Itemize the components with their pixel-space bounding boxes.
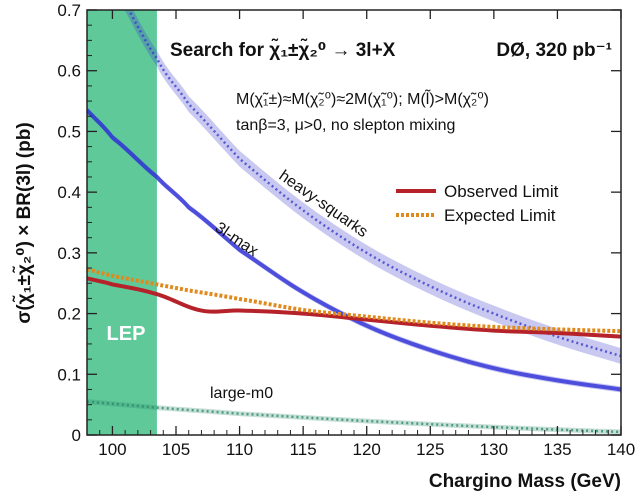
curve-label-large-m0: large-m0 [210, 385, 273, 402]
y-tick-label: 0.7 [57, 1, 81, 20]
x-tick-label: 120 [353, 440, 381, 459]
legend-label-expected: Expected Limit [444, 206, 556, 225]
x-tick-label: 110 [226, 440, 253, 459]
x-axis: 100 105 110 115 120 125 130 135 140 [86, 10, 635, 459]
theory-band-2 [87, 399, 621, 435]
y-tick-label: 0.1 [57, 365, 81, 384]
x-tick-label: 135 [543, 440, 571, 459]
y-tick-label: 0 [72, 426, 81, 445]
parameter-text: tanβ=3, μ>0, no slepton mixing [236, 117, 455, 134]
lep-excluded-region [87, 10, 157, 435]
series-line-1 [87, 267, 621, 334]
experiment-label: DØ, 320 pb⁻¹ [496, 40, 612, 61]
x-tick-label: 100 [98, 440, 126, 459]
y-tick-label: 0.2 [57, 305, 81, 324]
x-tick-label: 125 [416, 440, 444, 459]
x-axis-label: Chargino Mass (GeV) [429, 471, 621, 492]
lep-label: LEP [107, 323, 146, 345]
y-axis-label: σ(χ̃₁±χ̃₂⁰) × BR(3l) (pb) [12, 122, 35, 323]
y-tick-label: 0.4 [57, 183, 81, 202]
y-tick-label: 0.3 [57, 244, 81, 263]
x-tick-label: 105 [162, 440, 190, 459]
mass-assumption-text: M(χ̃₁±)≈M(χ̃₂⁰)≈2M(χ̃₁⁰); M(l̃)>M(χ̃₂⁰) [236, 88, 489, 108]
theory-curve-2 [87, 400, 621, 434]
y-axis: 0 0.1 0.2 0.3 0.4 0.5 0.6 0.7 [57, 1, 621, 445]
legend: Observed Limit Expected Limit [396, 182, 559, 225]
chart-title: Search for χ̃₁±χ̃₂⁰ → 3l+X [170, 38, 396, 61]
x-tick-label: 115 [290, 440, 317, 459]
y-tick-label: 0.5 [57, 122, 81, 141]
y-tick-label: 0.6 [57, 62, 81, 81]
x-tick-label: 130 [480, 440, 508, 459]
x-tick-label: 140 [607, 440, 635, 459]
theory-curve-0 [127, 10, 621, 358]
curve-label-3l-max: 3l-max [212, 219, 261, 260]
legend-label-observed: Observed Limit [444, 182, 559, 201]
curves-layer [87, 10, 621, 435]
theory-curve-1 [87, 108, 621, 392]
series-line-0 [87, 276, 621, 339]
